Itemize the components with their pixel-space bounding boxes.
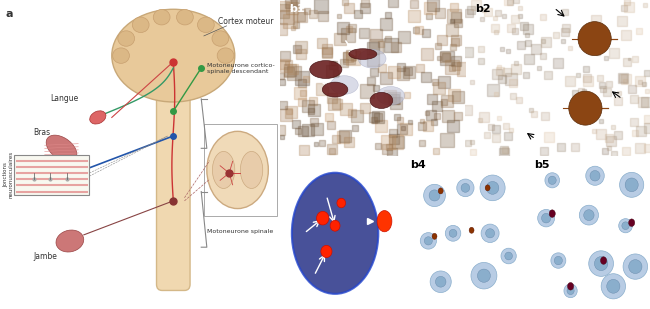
Ellipse shape (545, 173, 560, 188)
Ellipse shape (601, 257, 606, 264)
Ellipse shape (485, 185, 490, 191)
Ellipse shape (56, 230, 84, 252)
Ellipse shape (430, 271, 451, 293)
Ellipse shape (606, 279, 620, 293)
Ellipse shape (578, 22, 611, 56)
FancyBboxPatch shape (157, 77, 190, 290)
Ellipse shape (481, 224, 499, 243)
Ellipse shape (421, 233, 436, 249)
Ellipse shape (590, 171, 600, 181)
Ellipse shape (153, 10, 170, 25)
Ellipse shape (586, 166, 604, 185)
Ellipse shape (198, 17, 214, 32)
Ellipse shape (538, 210, 554, 227)
Ellipse shape (118, 31, 135, 46)
Ellipse shape (579, 205, 599, 225)
Ellipse shape (217, 48, 234, 63)
Ellipse shape (569, 91, 602, 125)
Text: Motoneurone cortico-
spinale descendant: Motoneurone cortico- spinale descendant (207, 63, 274, 74)
Ellipse shape (619, 219, 632, 233)
Ellipse shape (629, 260, 642, 273)
Ellipse shape (337, 198, 346, 208)
Ellipse shape (629, 219, 634, 226)
Text: Jambe: Jambe (34, 252, 57, 261)
Ellipse shape (449, 229, 457, 237)
Text: Jonctions
neuronusculaires: Jonctions neuronusculaires (3, 151, 14, 198)
Ellipse shape (622, 222, 629, 230)
Ellipse shape (564, 284, 577, 298)
Ellipse shape (541, 213, 551, 223)
Ellipse shape (213, 151, 235, 188)
Ellipse shape (623, 254, 647, 279)
Ellipse shape (469, 227, 474, 233)
Ellipse shape (549, 210, 555, 218)
Ellipse shape (567, 287, 574, 294)
Ellipse shape (480, 175, 505, 201)
Ellipse shape (377, 211, 392, 232)
Ellipse shape (432, 233, 437, 239)
Ellipse shape (501, 248, 516, 264)
Text: b2: b2 (474, 4, 490, 14)
Ellipse shape (457, 179, 474, 197)
Text: Cortex moteur: Cortex moteur (218, 17, 274, 26)
Ellipse shape (478, 269, 490, 282)
Ellipse shape (330, 220, 340, 231)
Ellipse shape (549, 176, 556, 184)
Ellipse shape (112, 48, 129, 63)
Ellipse shape (601, 274, 625, 299)
Ellipse shape (594, 256, 608, 271)
Ellipse shape (486, 181, 499, 194)
Ellipse shape (112, 9, 235, 102)
Ellipse shape (551, 253, 566, 268)
Text: b5: b5 (534, 160, 549, 170)
Ellipse shape (554, 256, 562, 265)
Ellipse shape (424, 237, 432, 245)
Ellipse shape (584, 210, 594, 221)
Ellipse shape (330, 76, 358, 94)
Ellipse shape (461, 184, 470, 192)
Ellipse shape (567, 282, 573, 290)
Ellipse shape (310, 61, 342, 78)
Ellipse shape (471, 262, 497, 289)
Ellipse shape (322, 82, 348, 97)
Ellipse shape (240, 151, 263, 188)
Text: Bras: Bras (34, 128, 51, 138)
Ellipse shape (429, 190, 440, 201)
Ellipse shape (349, 49, 377, 59)
Ellipse shape (589, 251, 614, 276)
Ellipse shape (207, 131, 268, 209)
Ellipse shape (619, 172, 644, 197)
Ellipse shape (212, 31, 229, 46)
Ellipse shape (317, 211, 329, 225)
Ellipse shape (436, 276, 446, 287)
Ellipse shape (358, 49, 386, 68)
Text: Motoneurone spinale: Motoneurone spinale (207, 229, 273, 234)
Ellipse shape (445, 225, 461, 241)
Ellipse shape (46, 135, 77, 162)
Ellipse shape (370, 92, 393, 108)
Ellipse shape (133, 17, 149, 32)
Ellipse shape (377, 87, 404, 105)
Text: Langue: Langue (50, 94, 79, 104)
FancyBboxPatch shape (14, 154, 90, 195)
Ellipse shape (177, 10, 193, 25)
Ellipse shape (292, 173, 378, 294)
Text: b3: b3 (286, 160, 301, 170)
Ellipse shape (505, 252, 512, 260)
Ellipse shape (486, 229, 495, 238)
Text: a: a (6, 9, 13, 19)
Ellipse shape (90, 111, 106, 124)
Ellipse shape (625, 178, 638, 192)
Text: b1: b1 (289, 4, 304, 14)
Ellipse shape (438, 188, 443, 194)
Ellipse shape (424, 184, 445, 206)
Ellipse shape (321, 245, 332, 258)
Text: b4: b4 (410, 160, 426, 170)
